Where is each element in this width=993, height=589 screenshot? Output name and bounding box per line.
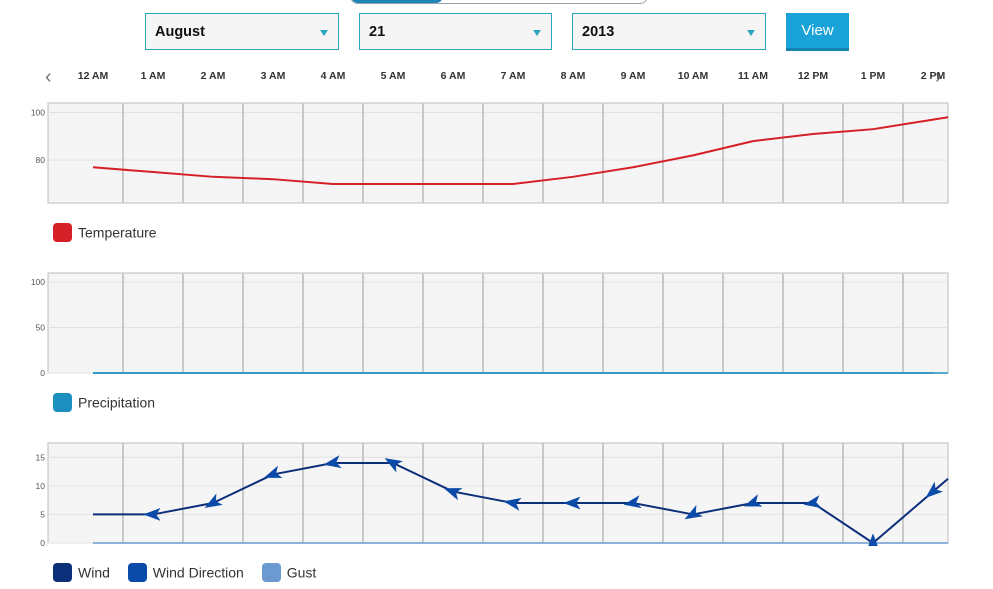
- wind-direction-arrow-shape: [803, 495, 822, 509]
- wind-direction-arrow: [323, 455, 342, 469]
- hour-label: 7 AM: [500, 70, 526, 82]
- day-select-value: 21: [369, 24, 386, 40]
- hour-label: 12 AM: [77, 70, 109, 82]
- legend-label: Precipitation: [78, 394, 156, 411]
- wind-direction-arrow-shape: [563, 496, 581, 510]
- wind-direction-arrow: [623, 495, 642, 509]
- y-tick-label: 10: [36, 481, 46, 491]
- legend-label: Wind: [78, 564, 110, 581]
- plot-area: [47, 102, 949, 204]
- wind-direction-arrow: [503, 497, 522, 511]
- legend-item-precipitation[interactable]: Precipitation: [53, 393, 155, 412]
- hour-label: 3 AM: [260, 70, 286, 82]
- hour-label: 10 AM: [677, 70, 709, 82]
- chevron-down-icon: [533, 30, 541, 36]
- chevron-right-icon[interactable]: ›: [935, 66, 942, 88]
- wind-direction-arrow: [443, 488, 463, 501]
- wind-chart: 0 5 10 15: [36, 442, 949, 546]
- wind-direction-arrow-shape: [925, 481, 944, 498]
- hour-label: 12 PM: [797, 70, 829, 82]
- y-tick-label: 5: [40, 509, 45, 519]
- legend-label: Gust: [286, 564, 317, 581]
- wind-direction-arrow-shape: [443, 488, 463, 501]
- y-tick-label: 0: [40, 538, 45, 546]
- temperature-chart: 80 100: [31, 102, 949, 204]
- hour-axis: 12 AM 1 AM 2 AM 3 AM 4 AM 5 AM 6 AM 7 AM 8 AM 9 A…: [0, 70, 948, 84]
- wind-direction-arrow-shape: [263, 465, 283, 478]
- y-tick-label: 0: [40, 368, 45, 376]
- legend-label: Wind Direction: [152, 564, 244, 581]
- y-tick-label: 80: [36, 155, 46, 165]
- wind-direction-arrow: [384, 458, 403, 473]
- year-select[interactable]: 2013: [572, 13, 766, 50]
- wind-swatch: [53, 563, 72, 582]
- hour-label: 6 AM: [440, 70, 466, 82]
- legend-item-temperature[interactable]: Temperature: [53, 223, 157, 242]
- wind-direction-arrow-shape: [503, 497, 522, 511]
- temperature-legend: Temperature: [53, 223, 171, 242]
- legend-item-wind-direction[interactable]: Wind Direction: [127, 563, 244, 582]
- hour-label: 2 PM: [920, 70, 946, 82]
- chevron-down-icon: [747, 30, 755, 36]
- hour-label: 1 PM: [860, 70, 886, 82]
- y-tick-label: 50: [36, 323, 46, 333]
- year-select-value: 2013: [582, 24, 615, 40]
- hour-label: 11 AM: [738, 70, 768, 82]
- wind-direction-arrow: [803, 495, 822, 509]
- wind-direction-arrow: [743, 494, 763, 507]
- wind-direction-arrow-shape: [684, 504, 703, 520]
- legend-item-gust[interactable]: Gust: [261, 563, 317, 582]
- wind-line: [93, 462, 949, 544]
- month-select[interactable]: August: [145, 13, 339, 50]
- wind-direction-swatch: [127, 563, 147, 582]
- hour-label: 5 AM: [380, 70, 406, 82]
- day-select[interactable]: 21: [359, 13, 552, 50]
- gust-swatch: [261, 563, 281, 582]
- wind-direction-arrow-shape: [323, 455, 342, 469]
- precipitation-swatch: [53, 393, 72, 412]
- chevron-down-icon: [320, 30, 328, 36]
- wind-direction-arrow-shape: [143, 507, 161, 521]
- wind-direction-arrow: [868, 533, 878, 546]
- wind-direction-arrow-shape: [384, 458, 403, 473]
- wind-direction-arrow: [684, 504, 703, 520]
- temperature-line: [92, 116, 949, 185]
- hour-label: 9 AM: [620, 70, 646, 82]
- hour-label: 2 AM: [200, 70, 226, 82]
- wind-legend: Wind Wind Direction Gust: [53, 563, 330, 582]
- hour-label: 8 AM: [560, 70, 586, 82]
- wind-direction-arrow: [263, 465, 283, 478]
- wind-direction-arrow-shape: [743, 494, 763, 507]
- wind-direction-arrow: [204, 493, 223, 508]
- y-tick-label: 100: [31, 108, 45, 118]
- y-tick-label: 15: [36, 452, 46, 462]
- month-select-value: August: [155, 24, 205, 40]
- view-mode-active-segment[interactable]: [351, 0, 443, 3]
- wind-direction-arrow-shape: [868, 533, 878, 546]
- precipitation-chart: 0 50 100: [31, 272, 949, 376]
- wind-direction-arrow-shape: [204, 493, 223, 508]
- view-button[interactable]: View: [786, 13, 849, 51]
- wind-direction-arrow-shape: [623, 495, 642, 509]
- y-tick-label: 100: [31, 277, 45, 287]
- precipitation-legend: Precipitation: [53, 393, 169, 412]
- wind-direction-arrow: [143, 507, 161, 521]
- wind-direction-arrow: [925, 481, 944, 498]
- chevron-left-icon[interactable]: ‹: [45, 66, 52, 88]
- hour-label: 4 AM: [320, 70, 346, 82]
- view-mode-toggle[interactable]: [350, 0, 648, 4]
- plot-area: [47, 442, 949, 544]
- hour-label: 1 AM: [140, 70, 166, 82]
- legend-item-wind[interactable]: Wind: [53, 563, 110, 582]
- legend-label: Temperature: [78, 224, 157, 241]
- wind-direction-arrow: [563, 496, 581, 510]
- temperature-swatch: [53, 223, 72, 242]
